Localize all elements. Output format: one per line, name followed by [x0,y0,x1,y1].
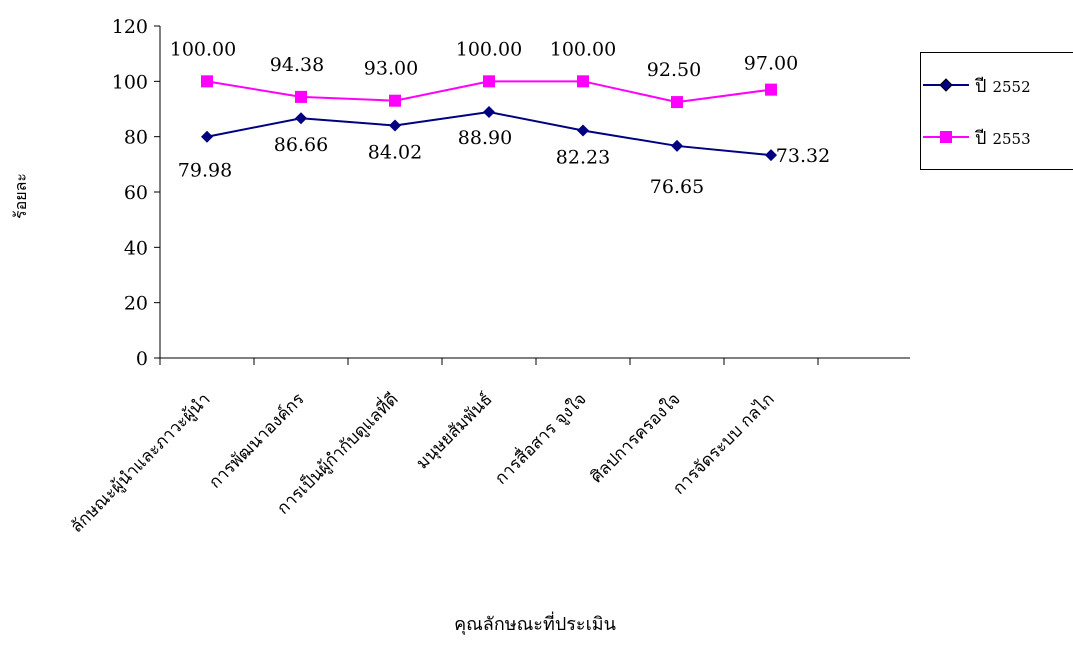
y-axis-title: ร้อยละ [11,173,30,219]
data-point [577,75,589,88]
x-tick-label: การสื่อสาร จูงใจ [489,387,591,489]
data-point [389,94,401,107]
legend-swatch-series-2 [923,131,969,143]
data-label: 100.00 [170,38,236,60]
data-label: 82.23 [556,146,610,168]
legend-label-series-1-year: 2552 [992,77,1031,96]
data-point [671,96,683,109]
data-label: 100.00 [456,38,522,60]
legend-label-series-2-prefix: ปี [975,127,987,149]
y-tick-label: 120 [112,16,148,38]
x-tick-label: การจัดระบบ กลไก [668,389,778,499]
data-point [295,112,307,125]
data-point [201,75,213,88]
data-label: 100.00 [550,38,616,60]
y-tick-label: 20 [124,293,148,315]
y-tick-label: 40 [124,237,148,259]
chart-legend: ปี 2552 ปี 2553 [920,52,1073,170]
data-point [765,83,777,96]
legend-swatch-series-1 [923,78,969,92]
data-point [483,75,495,88]
data-label: 94.38 [270,54,324,76]
data-label: 86.66 [274,134,328,156]
data-label: 92.50 [647,59,701,81]
data-point [765,149,777,162]
y-tick-label: 60 [124,182,148,204]
legend-label-series-2-year: 2553 [992,129,1031,148]
data-point [483,106,495,119]
y-tick-label: 100 [112,71,148,93]
data-label: 93.00 [364,58,418,80]
y-tick-label: 80 [124,127,148,149]
y-tick-label: 0 [136,348,148,370]
x-tick-label: มนุษยสัมพันธ์ [413,389,497,473]
x-tick-label: การพัฒนาองค์กร [205,389,308,492]
data-label: 88.90 [458,127,512,149]
data-label: 76.65 [650,176,704,198]
data-point [295,90,307,103]
data-point [389,119,401,132]
data-label: 84.02 [368,142,422,164]
legend-item-series-2: ปี 2553 [921,125,1031,149]
x-tick-label: ศิลปการครองใจ [586,389,684,487]
data-label: 79.98 [178,160,232,182]
x-axis-title: คุณลักษณะที่ประเมิน [454,611,616,635]
data-label: 73.32 [776,145,830,167]
data-point [201,130,213,143]
data-point [671,139,683,152]
data-label: 97.00 [744,53,798,75]
legend-label-series-1-prefix: ปี [975,75,987,97]
data-point [577,124,589,137]
x-tick-label: ลักษณะผู้นำและภาวะผู้นำ [67,389,215,537]
legend-item-series-1: ปี 2552 [921,73,1031,97]
